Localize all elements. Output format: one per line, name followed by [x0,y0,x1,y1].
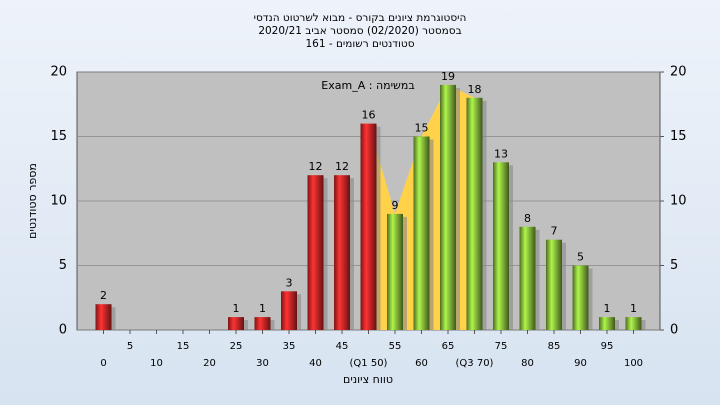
x-tick-label: 35 [283,341,296,352]
bar [599,317,615,330]
x-tick-label: 65 [442,341,455,352]
x-tick-label: 5 [127,341,133,352]
x-tick-label: 100 [624,358,643,369]
bar [360,123,377,330]
data-label: 12 [335,160,349,173]
bar [254,317,271,330]
x-tick-label: 10 [150,358,163,369]
y-tick-label: 20 [50,65,67,80]
bar [466,97,483,330]
x-tick-label: 40 [309,358,322,369]
y2-tick-label: 15 [670,129,687,144]
data-label: 1 [630,302,637,315]
y-tick-label: 5 [59,258,67,273]
x-tick-label: 0 [100,358,106,369]
chart-subtitle: בסמסטר (02/2020) סמסטר אביב 2020/21 [258,25,461,37]
annotation: Exam_A : במשימה [321,79,414,92]
bar [572,265,589,330]
x-tick-label: 75 [495,341,508,352]
bar [95,304,112,330]
data-label: 19 [441,70,455,83]
data-label: 8 [524,212,531,225]
y2-tick-label: 0 [670,323,678,338]
y-axis-label: מספר סטודנטים [26,163,39,239]
data-label: 1 [604,302,611,315]
bar [493,162,509,330]
bar [625,317,642,330]
y-tick-label: 15 [50,129,67,144]
data-label: 16 [362,109,376,122]
data-label: 15 [415,122,429,135]
data-label: 2 [100,289,107,302]
chart-subtitle: סטודנטים רשומים - 161 [305,38,414,50]
x-tick-label: 25 [230,341,243,352]
data-label: 18 [468,83,482,96]
bar [334,175,350,330]
bar [281,291,297,330]
y-tick-label: 0 [59,323,67,338]
y2-tick-label: 5 [670,258,678,273]
x-tick-label: (Q1 50) [350,358,388,369]
data-label: 9 [392,199,399,212]
data-label: 1 [233,302,240,315]
bar [387,213,403,330]
y2-tick-label: 10 [670,194,687,209]
data-label: 13 [494,147,508,160]
x-tick-label: 80 [521,358,534,369]
data-label: 1 [259,302,266,315]
data-label: 3 [286,276,293,289]
bar [307,175,324,330]
bar [519,226,536,330]
x-tick-label: (Q3 70) [456,358,494,369]
x-tick-label: 60 [415,358,428,369]
bar [440,84,456,331]
x-tick-label: 15 [177,341,190,352]
bar [228,317,244,330]
y-tick-label: 10 [50,194,67,209]
bar [546,239,562,330]
x-axis-label: טווח ציונים [343,373,393,386]
bar [413,136,430,330]
data-label: 5 [577,251,584,264]
x-tick-label: 85 [548,341,561,352]
x-tick-label: 20 [203,358,216,369]
x-tick-label: 95 [601,341,614,352]
y2-tick-label: 20 [670,65,687,80]
x-tick-label: 55 [389,341,402,352]
data-label: 12 [309,160,323,173]
chart-title: היסטוגרמת ציונים בקורס - מבוא לשרטוט הנד… [254,12,467,24]
data-label: 7 [551,225,558,238]
x-tick-label: 45 [336,341,349,352]
x-tick-label: 30 [256,358,269,369]
x-tick-label: 90 [574,358,587,369]
